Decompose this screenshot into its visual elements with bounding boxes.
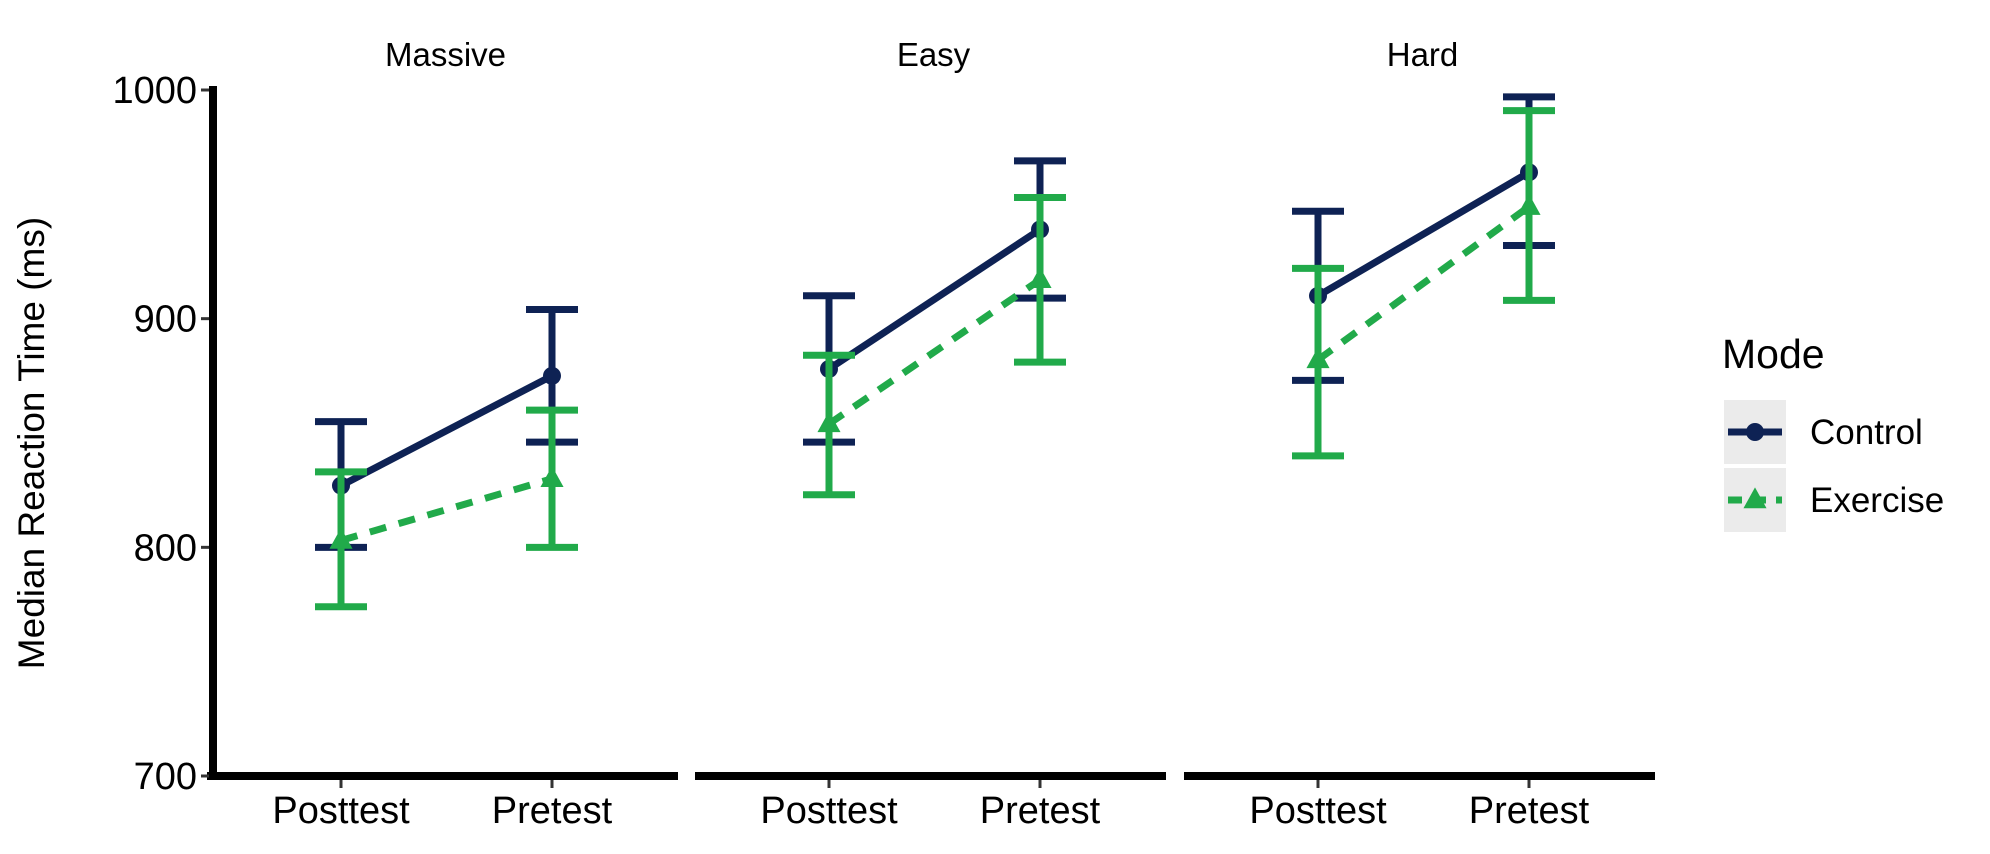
series-line-hard-control <box>1316 169 1531 299</box>
legend-title: Mode <box>1722 331 1825 377</box>
facet-title-hard: Hard <box>1387 36 1459 73</box>
x-tick-label-massive-pretest: Pretest <box>492 790 613 832</box>
x-tick-label-easy-pretest: Pretest <box>980 790 1101 832</box>
series-easy-exercise <box>803 193 1066 499</box>
x-tick-label-hard-posttest: Posttest <box>1249 790 1387 832</box>
legend-marker-control <box>1746 423 1764 441</box>
series-line-easy-control <box>827 226 1042 372</box>
point-massive-exercise-posttest <box>329 527 353 549</box>
y-tick-label-800: 800 <box>134 527 197 569</box>
x-tick-label-massive-posttest: Posttest <box>272 790 410 832</box>
y-axis-title: Median Reaction Time (ms) <box>11 217 52 669</box>
point-easy-exercise-pretest <box>1028 267 1052 289</box>
facets: Massive Posttest Pretest Easy Posttest Pretes… <box>207 36 1655 832</box>
series-easy-control <box>803 157 1066 446</box>
series-hard-exercise <box>1292 107 1555 460</box>
y-tick-label-1000: 1000 <box>112 70 197 112</box>
series-massive-control <box>315 306 578 551</box>
facet-title-massive: Massive <box>385 36 506 73</box>
y-ticks: 700 800 900 1000 <box>112 70 209 798</box>
series-line-easy-exercise <box>827 276 1042 427</box>
facet-title-easy: Easy <box>897 36 971 73</box>
series-massive-exercise <box>315 406 578 611</box>
y-tick-label-900: 900 <box>134 299 197 341</box>
facet-hard: Hard Posttest Pretest <box>1184 36 1655 832</box>
point-massive-control-pretest <box>543 366 561 385</box>
legend-item-exercise: Exercise <box>1724 468 1944 532</box>
point-massive-exercise-pretest <box>540 466 564 487</box>
x-tick-label-easy-posttest: Posttest <box>760 790 898 832</box>
point-hard-exercise-posttest <box>1306 347 1330 369</box>
legend-marker-exercise <box>1743 487 1767 509</box>
legend-label-exercise: Exercise <box>1810 481 1944 520</box>
legend-item-control: Control <box>1724 400 1923 464</box>
series-line-hard-exercise <box>1315 203 1532 363</box>
series-line-massive-control <box>339 372 554 489</box>
point-hard-exercise-pretest <box>1517 193 1541 215</box>
y-axis: 700 800 900 1000 <box>112 70 217 798</box>
y-tick-label-700: 700 <box>134 756 197 798</box>
legend-label-control: Control <box>1810 413 1923 452</box>
legend: Mode Control Exercise <box>1722 331 1944 532</box>
series-line-massive-exercise <box>340 475 553 544</box>
x-tick-label-hard-pretest: Pretest <box>1469 790 1590 832</box>
facet-easy: Easy Posttest Pretest <box>695 36 1166 832</box>
legend-items: Control Exercise <box>1724 400 1944 532</box>
point-easy-exercise-posttest <box>817 411 841 433</box>
series-hard-control <box>1292 93 1555 384</box>
facet-massive: Massive Posttest Pretest <box>207 36 678 832</box>
